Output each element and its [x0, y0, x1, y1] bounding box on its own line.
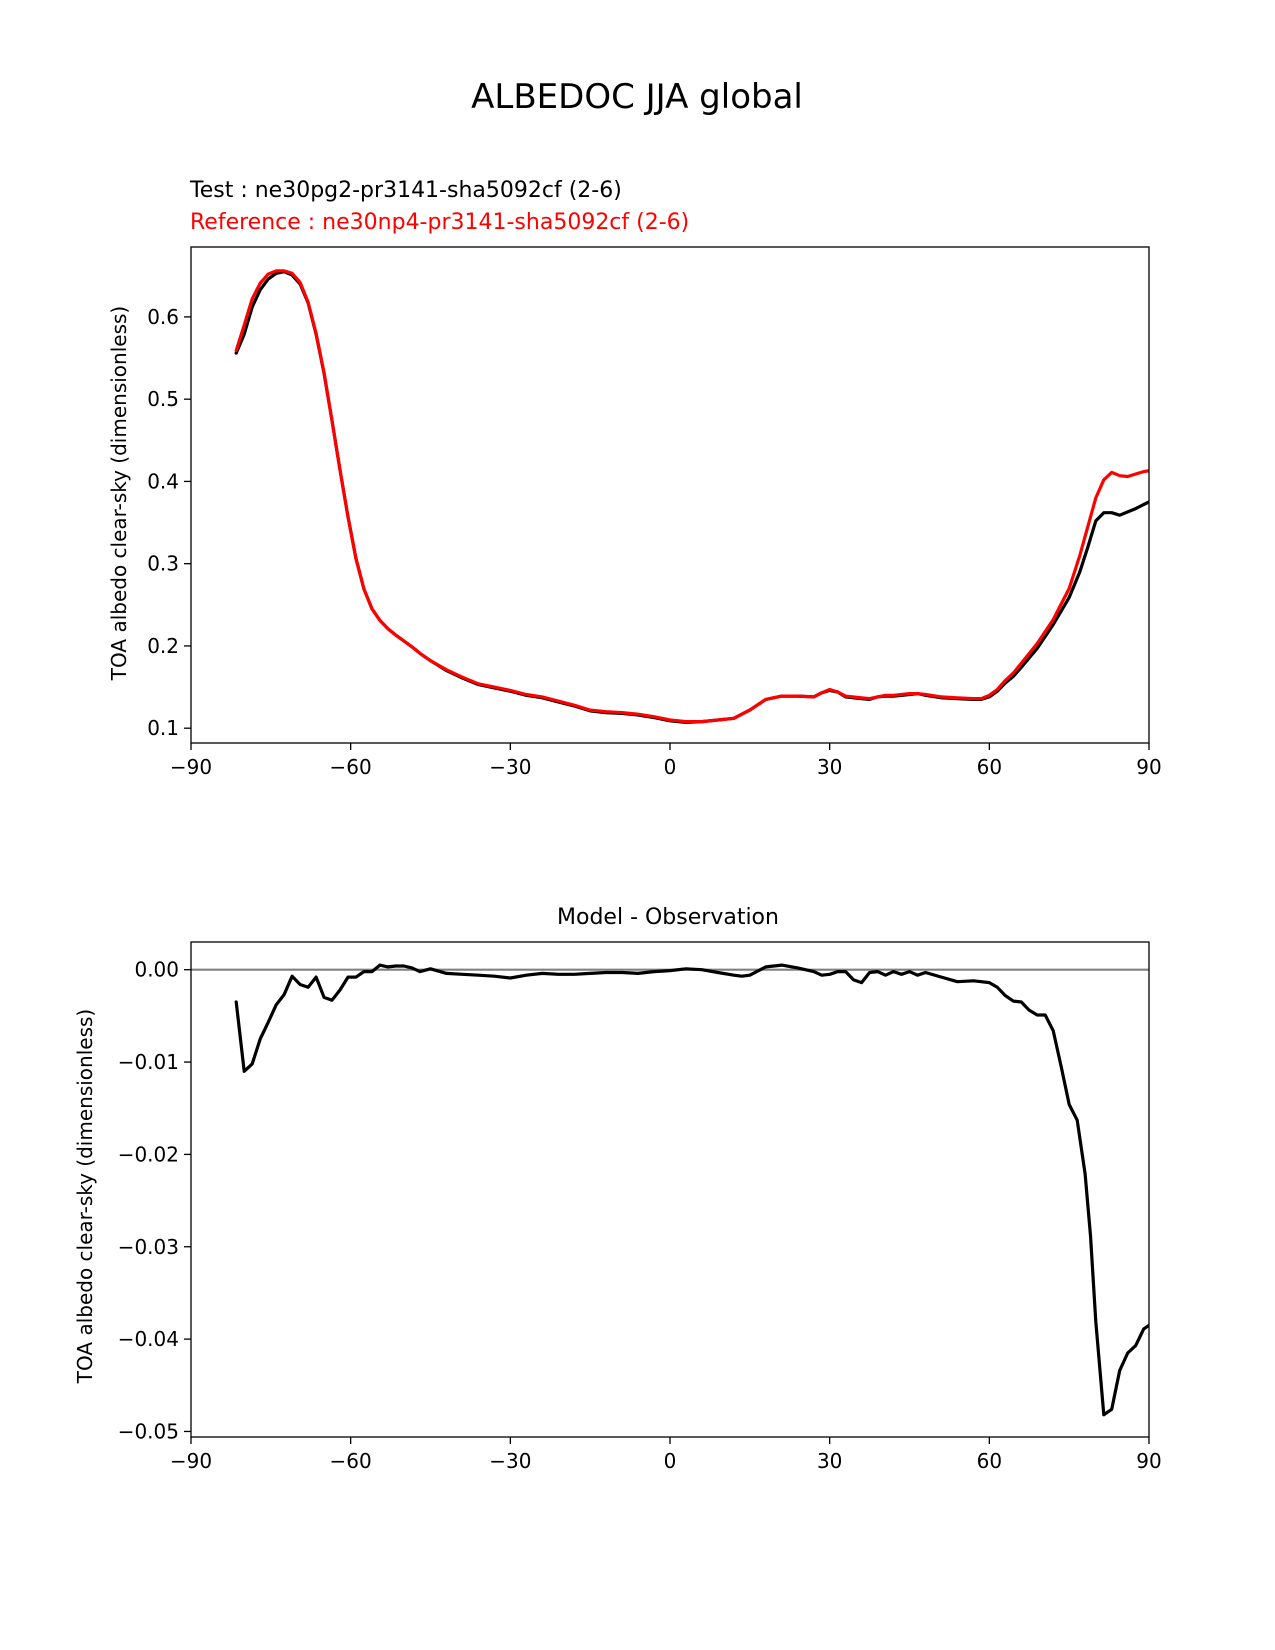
y-tick-label: 0.4: [147, 469, 179, 493]
y-tick-label: 0.1: [147, 716, 179, 740]
x-tick-label: 30: [817, 1449, 842, 1473]
y-tick-label: −0.01: [118, 1050, 179, 1074]
x-tick-label: 60: [977, 1449, 1002, 1473]
x-tick-label: 90: [1136, 1449, 1161, 1473]
x-tick-label: −60: [330, 1449, 372, 1473]
top-panel: Test : ne30pg2-pr3141-sha5092cf (2-6) Re…: [107, 178, 1162, 779]
y-tick-label: −0.02: [118, 1142, 179, 1166]
y-tick-label: −0.03: [118, 1235, 179, 1259]
figure-title: ALBEDOC JJA global: [471, 77, 803, 117]
x-tick-label: 60: [977, 755, 1002, 779]
plot-frame: [190, 246, 1150, 744]
top-plot-ylabel: TOA albedo clear-sky (dimensionless): [107, 306, 131, 681]
y-tick-label: 0.6: [147, 305, 179, 329]
x-tick-label: 0: [664, 755, 677, 779]
test-series-line: [234, 270, 1149, 725]
x-tick-label: −30: [489, 755, 531, 779]
bottom-plot-lines: [191, 963, 1149, 1417]
y-tick-label: 0.2: [147, 634, 179, 658]
y-tick-label: 0.00: [134, 958, 179, 982]
y-tick-label: −0.04: [118, 1327, 179, 1351]
bottom-plot-axes: −90 −60 −30 0 30 60 90 0.00 −0.01 −0.02 −0.03 −0.04…: [118, 941, 1162, 1473]
x-tick-label: −90: [170, 755, 212, 779]
x-tick-label: 90: [1136, 755, 1161, 779]
bottom-plot-ylabel: TOA albedo clear-sky (dimensionless): [73, 1009, 97, 1384]
y-tick-label: −0.05: [118, 1419, 179, 1443]
x-tick-label: −60: [330, 755, 372, 779]
top-plot-lines: [234, 269, 1149, 725]
reference-label: Reference : ne30np4-pr3141-sha5092cf (2-…: [190, 210, 689, 235]
test-label: Test : ne30pg2-pr3141-sha5092cf (2-6): [189, 178, 622, 203]
bottom-panel: Model - Observation −90 −60 −30 0 30 60 90 0.00…: [73, 905, 1162, 1473]
x-tick-label: 0: [664, 1449, 677, 1473]
x-tick-label: −90: [170, 1449, 212, 1473]
plot-frame: [190, 941, 1150, 1438]
x-tick-label: −30: [489, 1449, 531, 1473]
y-tick-label: 0.5: [147, 387, 179, 411]
bottom-plot-title: Model - Observation: [557, 905, 779, 930]
reference-series-line: [234, 269, 1149, 724]
difference-series-line: [234, 963, 1149, 1417]
top-plot-axes: −90 −60 −30 0 30 60 90 0.1 0.2 0.3 0.4 0.5 0.6: [147, 246, 1162, 779]
x-tick-label: 30: [817, 755, 842, 779]
y-tick-label: 0.3: [147, 552, 179, 576]
